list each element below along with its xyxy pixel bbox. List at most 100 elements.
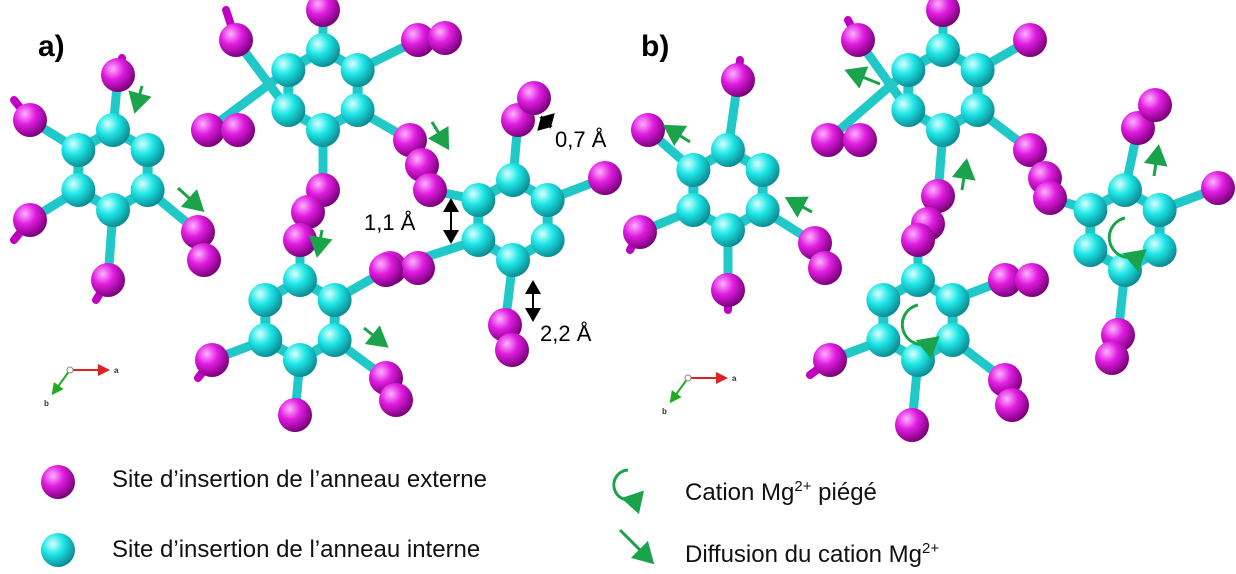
- internal-site-atom: [1073, 193, 1108, 227]
- trapped-cation-icon: [1107, 216, 1147, 272]
- distance-label-2-2: 2,2 Å: [540, 321, 592, 346]
- internal-site-atom: [96, 113, 130, 147]
- internal-site-atom: [745, 153, 780, 187]
- internal-site-atom: [271, 53, 306, 87]
- diffusion-arrow: [427, 121, 450, 151]
- diffusion-arrow: [1143, 144, 1168, 177]
- internal-site-atom: [306, 113, 340, 147]
- internal-site-atom: [61, 133, 96, 167]
- external-site-atom: [808, 251, 842, 285]
- legend-trapped-prefix: Cation Mg: [685, 479, 795, 506]
- legend-trapped-sup: 2+: [794, 478, 812, 495]
- internal-site-atom: [61, 173, 96, 207]
- legend-trapped-suffix: piégé: [811, 479, 877, 506]
- panel-b-diffusion-arrows: [662, 66, 1168, 218]
- diffusion-arrow: [308, 229, 333, 258]
- external-site-atom: [369, 253, 403, 287]
- panel-a-atoms: [13, 0, 622, 432]
- internal-site-atom: [891, 53, 926, 87]
- legend-internal-label: Site d’insertion de l’anneau interne: [112, 536, 481, 563]
- external-site-atom: [187, 243, 221, 277]
- legend-diffusion-label: Diffusion du cation Mg2+: [685, 540, 939, 569]
- panel-a-label: a): [38, 30, 65, 63]
- panel-b-label: b): [641, 30, 669, 63]
- internal-site-atom: [935, 283, 970, 317]
- diffusion-arrow: [951, 158, 976, 191]
- external-site-atom: [988, 263, 1022, 297]
- external-site-atom: [413, 173, 447, 207]
- external-site-atom: [517, 81, 551, 115]
- external-site-atom: [278, 398, 312, 432]
- axis-gizmo-b: a b: [662, 372, 737, 416]
- legend-diffusion-sup: 2+: [922, 540, 940, 557]
- external-site-atom: [1013, 133, 1047, 167]
- internal-site-atom: [317, 323, 352, 357]
- external-site-atom: [219, 23, 253, 57]
- internal-site-atom: [283, 263, 317, 297]
- internal-site-atom: [317, 283, 352, 317]
- external-site-atom: [306, 0, 340, 27]
- external-site-atom: [195, 343, 229, 377]
- external-site-atom: [843, 123, 877, 157]
- internal-site-atom: [901, 343, 935, 377]
- internal-site-atom: [745, 193, 780, 227]
- diffusion-arrow: [176, 186, 205, 213]
- external-site-atom: [13, 203, 47, 237]
- axis-gizmo-a: a b: [44, 364, 119, 408]
- external-site-atom: [813, 343, 847, 377]
- internal-site-atom: [901, 263, 935, 297]
- internal-site-atom: [960, 93, 995, 127]
- external-site-atom: [841, 23, 875, 57]
- external-site-atom: [401, 23, 435, 57]
- external-site-atom: [1033, 181, 1067, 215]
- internal-site-atom: [283, 343, 317, 377]
- internal-site-atom: [248, 323, 283, 357]
- bond: [823, 65, 913, 145]
- diffusion-arrow: [128, 85, 152, 114]
- internal-site-atom: [461, 183, 496, 217]
- distance-marker-0-7: [537, 113, 555, 131]
- internal-site-atom: [866, 283, 901, 317]
- axis-a-label: a: [114, 366, 119, 375]
- external-site-atom: [623, 215, 657, 249]
- internal-site-atom: [248, 283, 283, 317]
- axis-b-label: b: [44, 399, 49, 408]
- panel-b-atoms: [623, 0, 1235, 442]
- external-site-atom: [291, 195, 325, 229]
- axis-b-label: b: [662, 407, 667, 416]
- legend-diffusion-prefix: Diffusion du cation Mg: [685, 541, 923, 568]
- external-site-atom: [631, 113, 665, 147]
- external-site-icon: [41, 465, 75, 499]
- diffusion-legend-icon: [618, 528, 655, 565]
- external-site-atom: [811, 123, 845, 157]
- external-site-atom: [13, 103, 47, 137]
- external-site-atom: [428, 21, 462, 55]
- external-site-atom: [101, 58, 135, 92]
- panel-a-diffusion-arrows: [128, 85, 450, 348]
- external-site-atom: [995, 388, 1029, 422]
- trapped-cation-legend-icon: [612, 468, 645, 515]
- internal-site-atom: [130, 173, 165, 207]
- internal-site-atom: [496, 163, 530, 197]
- panel-b: b) a b: [623, 0, 1235, 442]
- internal-site-atom: [1142, 233, 1177, 267]
- internal-site-atom: [530, 223, 565, 257]
- legend-trapped-label: Cation Mg2+ piégé: [685, 478, 877, 507]
- external-site-atom: [901, 223, 935, 257]
- internal-site-atom: [340, 93, 375, 127]
- internal-site-atom: [130, 133, 165, 167]
- external-site-atom: [379, 383, 413, 417]
- internal-site-atom: [1108, 173, 1142, 207]
- axis-a-label: a: [732, 374, 737, 383]
- legend-external-label: Site d’insertion de l’anneau externe: [112, 466, 487, 493]
- internal-site-atom: [1142, 193, 1177, 227]
- internal-site-atom: [1073, 233, 1108, 267]
- external-site-atom: [91, 263, 125, 297]
- external-site-atom: [221, 113, 255, 147]
- internal-site-atom: [340, 53, 375, 87]
- distance-label-1-1: 1,1 Å: [364, 210, 416, 235]
- internal-site-atom: [496, 243, 530, 277]
- internal-site-atom: [676, 193, 711, 227]
- trapped-cation-icon: [900, 303, 940, 359]
- internal-site-atom: [926, 33, 960, 67]
